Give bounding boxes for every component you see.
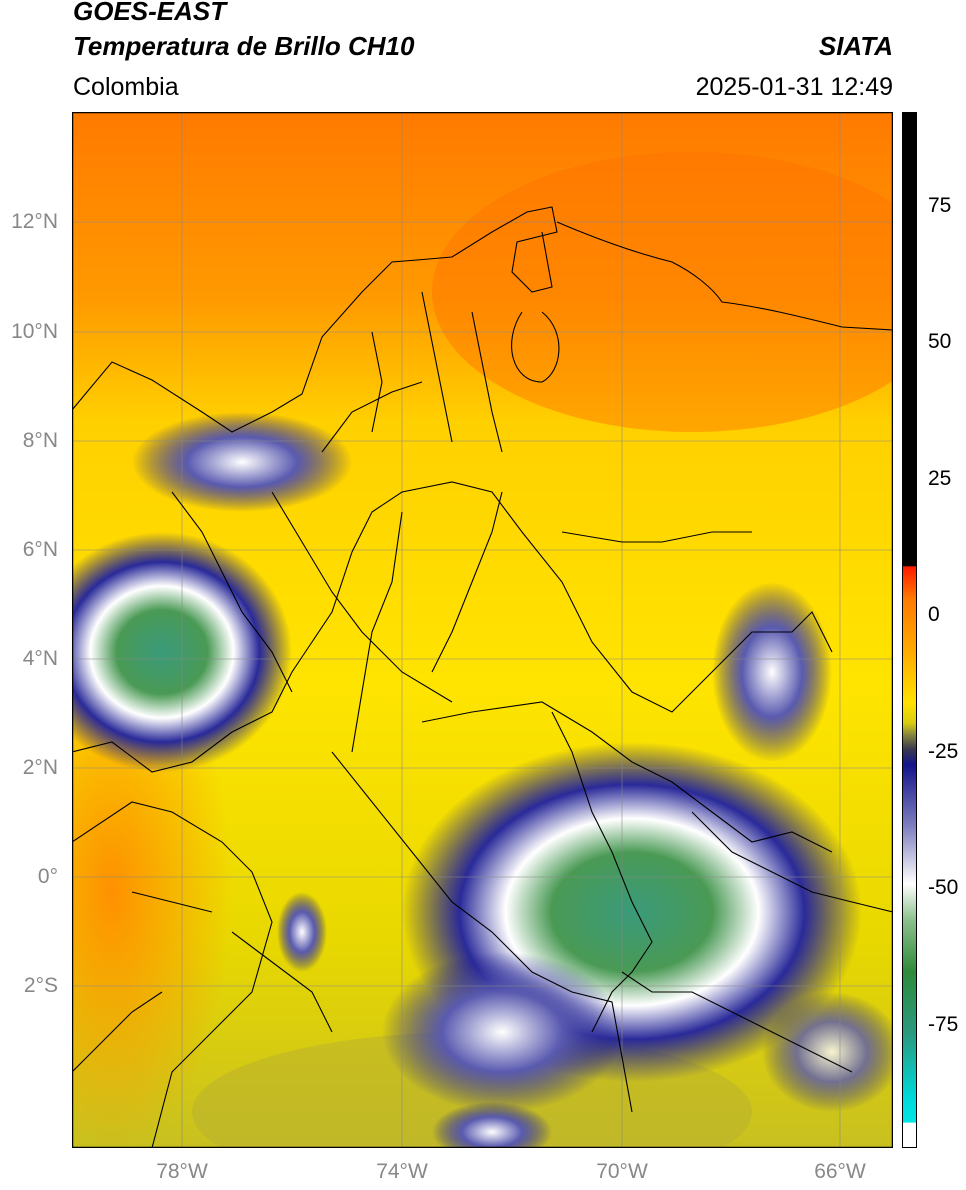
storm-cell-northeast: [712, 582, 832, 762]
storm-cell-northwest: [132, 412, 352, 512]
colorbar-tick: -25: [928, 740, 959, 763]
lat-label: 2°N: [22, 756, 58, 779]
lat-label: 0°: [37, 865, 58, 888]
lat-label: 4°N: [22, 647, 58, 670]
datetime-label: 2025-01-31 12:49: [695, 73, 893, 101]
colorbar-tick: 75: [928, 194, 952, 217]
gridlines: [72, 112, 893, 1148]
lat-label: 12°N: [11, 210, 58, 233]
lon-label: 70°W: [596, 1160, 648, 1183]
title-product: Temperatura de Brillo CH10: [73, 31, 415, 61]
lat-label: 10°N: [11, 320, 58, 343]
lat-label: 6°N: [22, 538, 58, 561]
temperature-colorbar: [902, 112, 917, 1148]
colorbar-tick: 0: [928, 603, 940, 626]
title-satellite: GOES-EAST: [73, 0, 227, 26]
lon-label: 66°W: [814, 1160, 866, 1183]
lon-label: 74°W: [376, 1160, 428, 1183]
region-label: Colombia: [73, 73, 179, 101]
lon-label: 78°W: [156, 1160, 208, 1183]
colorbar-tick: 50: [928, 330, 952, 353]
storm-cell-bottom: [432, 1102, 552, 1148]
coastlines-borders: [72, 206, 893, 1148]
organization-label: SIATA: [818, 31, 893, 61]
lat-label: 8°N: [22, 429, 58, 452]
colorbar-tick: -50: [928, 876, 959, 899]
lat-label: 2°S: [23, 974, 58, 997]
storm-cell-south: [382, 952, 622, 1112]
storm-cell-southeast: [762, 992, 893, 1112]
colorbar-tick: 25: [928, 467, 952, 490]
colorbar-tick: -75: [928, 1013, 959, 1036]
brightness-temperature-map: [72, 112, 893, 1148]
